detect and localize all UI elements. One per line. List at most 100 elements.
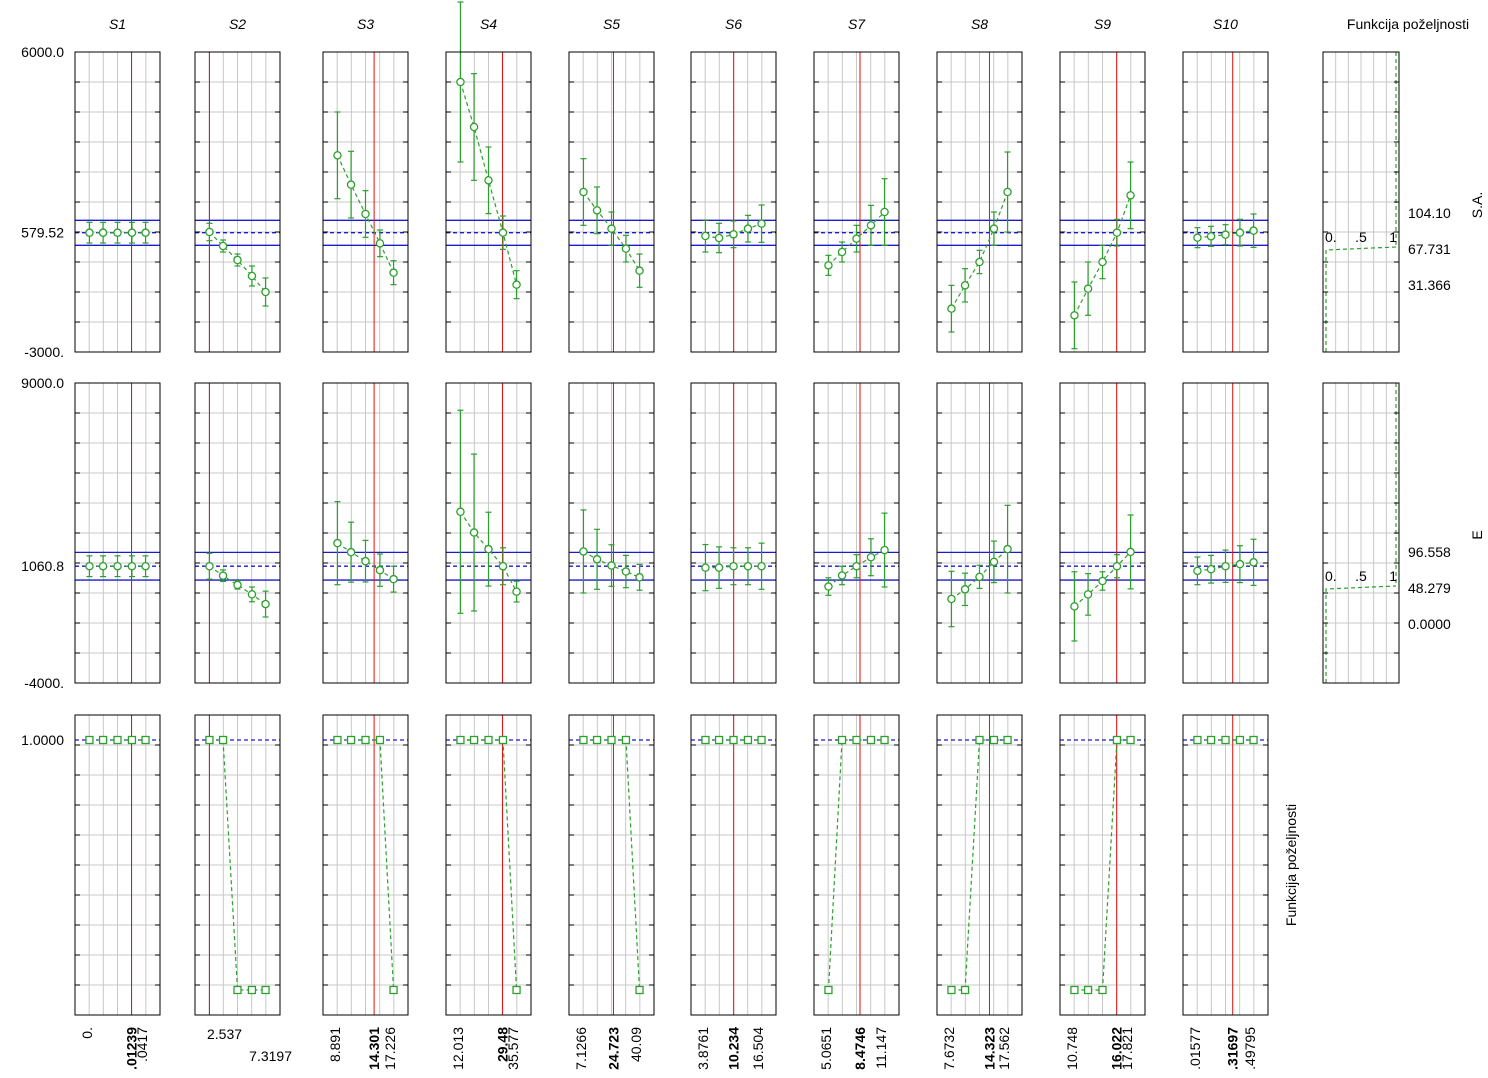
- data-point: [960, 281, 970, 290]
- data-point: [743, 561, 753, 571]
- panel-frame: [194, 382, 281, 684]
- panel-desirability-S4: [445, 714, 532, 1016]
- desirability-curve: [1325, 246, 1397, 352]
- x-tick-label: 17.562: [996, 1027, 1012, 1070]
- data-point: [484, 735, 493, 745]
- data-point: [218, 241, 228, 251]
- x-tick-label: 40.09: [628, 1027, 644, 1062]
- panel-frame: [1182, 714, 1269, 1016]
- x-tick-label: .49795: [1242, 1027, 1258, 1070]
- data-point: [880, 545, 889, 555]
- panel-desirability-S2: [194, 714, 281, 1016]
- data-point: [85, 735, 94, 745]
- data-point: [1193, 233, 1202, 242]
- data-point: [989, 224, 999, 233]
- data-point: [1112, 561, 1122, 571]
- panel-frame: [1322, 51, 1400, 353]
- panel-S.A.-S8: [936, 51, 1023, 353]
- series-line: [459, 81, 518, 285]
- data-point: [113, 735, 122, 745]
- data-point: [333, 538, 342, 548]
- factor-header-S6: S6: [725, 16, 742, 32]
- data-point: [743, 735, 753, 745]
- data-point: [333, 151, 342, 160]
- data-point: [1206, 564, 1216, 574]
- data-point: [1003, 544, 1012, 554]
- data-point: [1206, 232, 1216, 241]
- data-point: [1206, 735, 1216, 745]
- data-point: [621, 735, 631, 745]
- data-point: [1235, 228, 1245, 237]
- panel-E-S9: [1059, 382, 1146, 684]
- factor-header-S7: S7: [848, 16, 866, 32]
- panel-desirability-S1: [74, 714, 161, 1016]
- panel-E-S7: [813, 382, 900, 684]
- x-tick-label: 16.022: [1109, 1027, 1125, 1070]
- data-point: [127, 735, 137, 745]
- data-point: [456, 507, 465, 517]
- data-point: [607, 224, 616, 233]
- panel-desirability-S5: [568, 714, 655, 1016]
- data-point: [484, 176, 493, 185]
- data-point: [866, 221, 876, 230]
- data-point: [1126, 547, 1135, 557]
- data-point: [1070, 602, 1079, 611]
- data-point: [880, 735, 889, 745]
- data-point: [484, 544, 493, 554]
- y-tick-label: -3000.: [24, 344, 64, 360]
- data-point: [389, 268, 398, 277]
- x-tick-label: 29.48: [494, 1027, 510, 1062]
- data-point: [205, 227, 214, 237]
- x-tick-label: 0.: [79, 1027, 95, 1039]
- panel-frame: [690, 382, 777, 684]
- response-value-label: 48.279: [1408, 580, 1451, 596]
- data-point: [85, 228, 94, 237]
- data-point: [469, 735, 479, 745]
- data-point: [1003, 735, 1012, 745]
- data-point: [607, 561, 616, 570]
- data-point: [85, 561, 94, 571]
- data-point: [1112, 228, 1122, 237]
- x-tick-label: 35.577: [505, 1027, 521, 1070]
- desirability-value-label: 1.0000: [21, 732, 64, 748]
- data-point: [866, 735, 876, 745]
- panel-E-S8: [936, 382, 1023, 684]
- x-tick-label: .01577: [1187, 1027, 1203, 1070]
- desirability-axis-label: 0.: [1325, 229, 1337, 245]
- x-tick-label: 7.3197: [249, 1048, 292, 1064]
- x-tick-label: 7.6732: [941, 1027, 957, 1070]
- series-line: [459, 511, 518, 592]
- data-point: [1126, 191, 1135, 200]
- data-point: [233, 985, 242, 995]
- data-point: [233, 255, 242, 265]
- panel-frame: [322, 382, 409, 684]
- desirability-axis-label: 1: [1389, 568, 1397, 584]
- data-point: [635, 985, 644, 995]
- data-point: [960, 585, 970, 594]
- panel-S.A.-S2: [194, 51, 281, 353]
- data-point: [498, 735, 508, 745]
- data-point: [469, 528, 479, 537]
- series-line: [337, 542, 394, 580]
- data-point: [1126, 735, 1135, 745]
- data-point: [127, 561, 137, 571]
- data-point: [346, 547, 356, 557]
- response-value-label: 104.10: [1408, 205, 1451, 221]
- data-point: [498, 228, 508, 237]
- data-point: [837, 735, 847, 745]
- data-point: [960, 985, 970, 995]
- data-point: [989, 735, 999, 745]
- data-point: [824, 985, 833, 995]
- panel-S.A.-S9: [1059, 51, 1146, 353]
- panel-frame: [194, 51, 281, 353]
- panel-frame: [322, 51, 409, 353]
- response-name: E: [1469, 530, 1485, 539]
- x-tick-label: 17.226: [382, 1027, 398, 1070]
- data-point: [714, 563, 724, 572]
- data-point: [247, 590, 257, 599]
- data-point: [635, 573, 644, 582]
- panel-frame: [1182, 51, 1269, 353]
- data-point: [1098, 985, 1107, 995]
- data-point: [141, 735, 150, 745]
- data-point: [389, 985, 398, 995]
